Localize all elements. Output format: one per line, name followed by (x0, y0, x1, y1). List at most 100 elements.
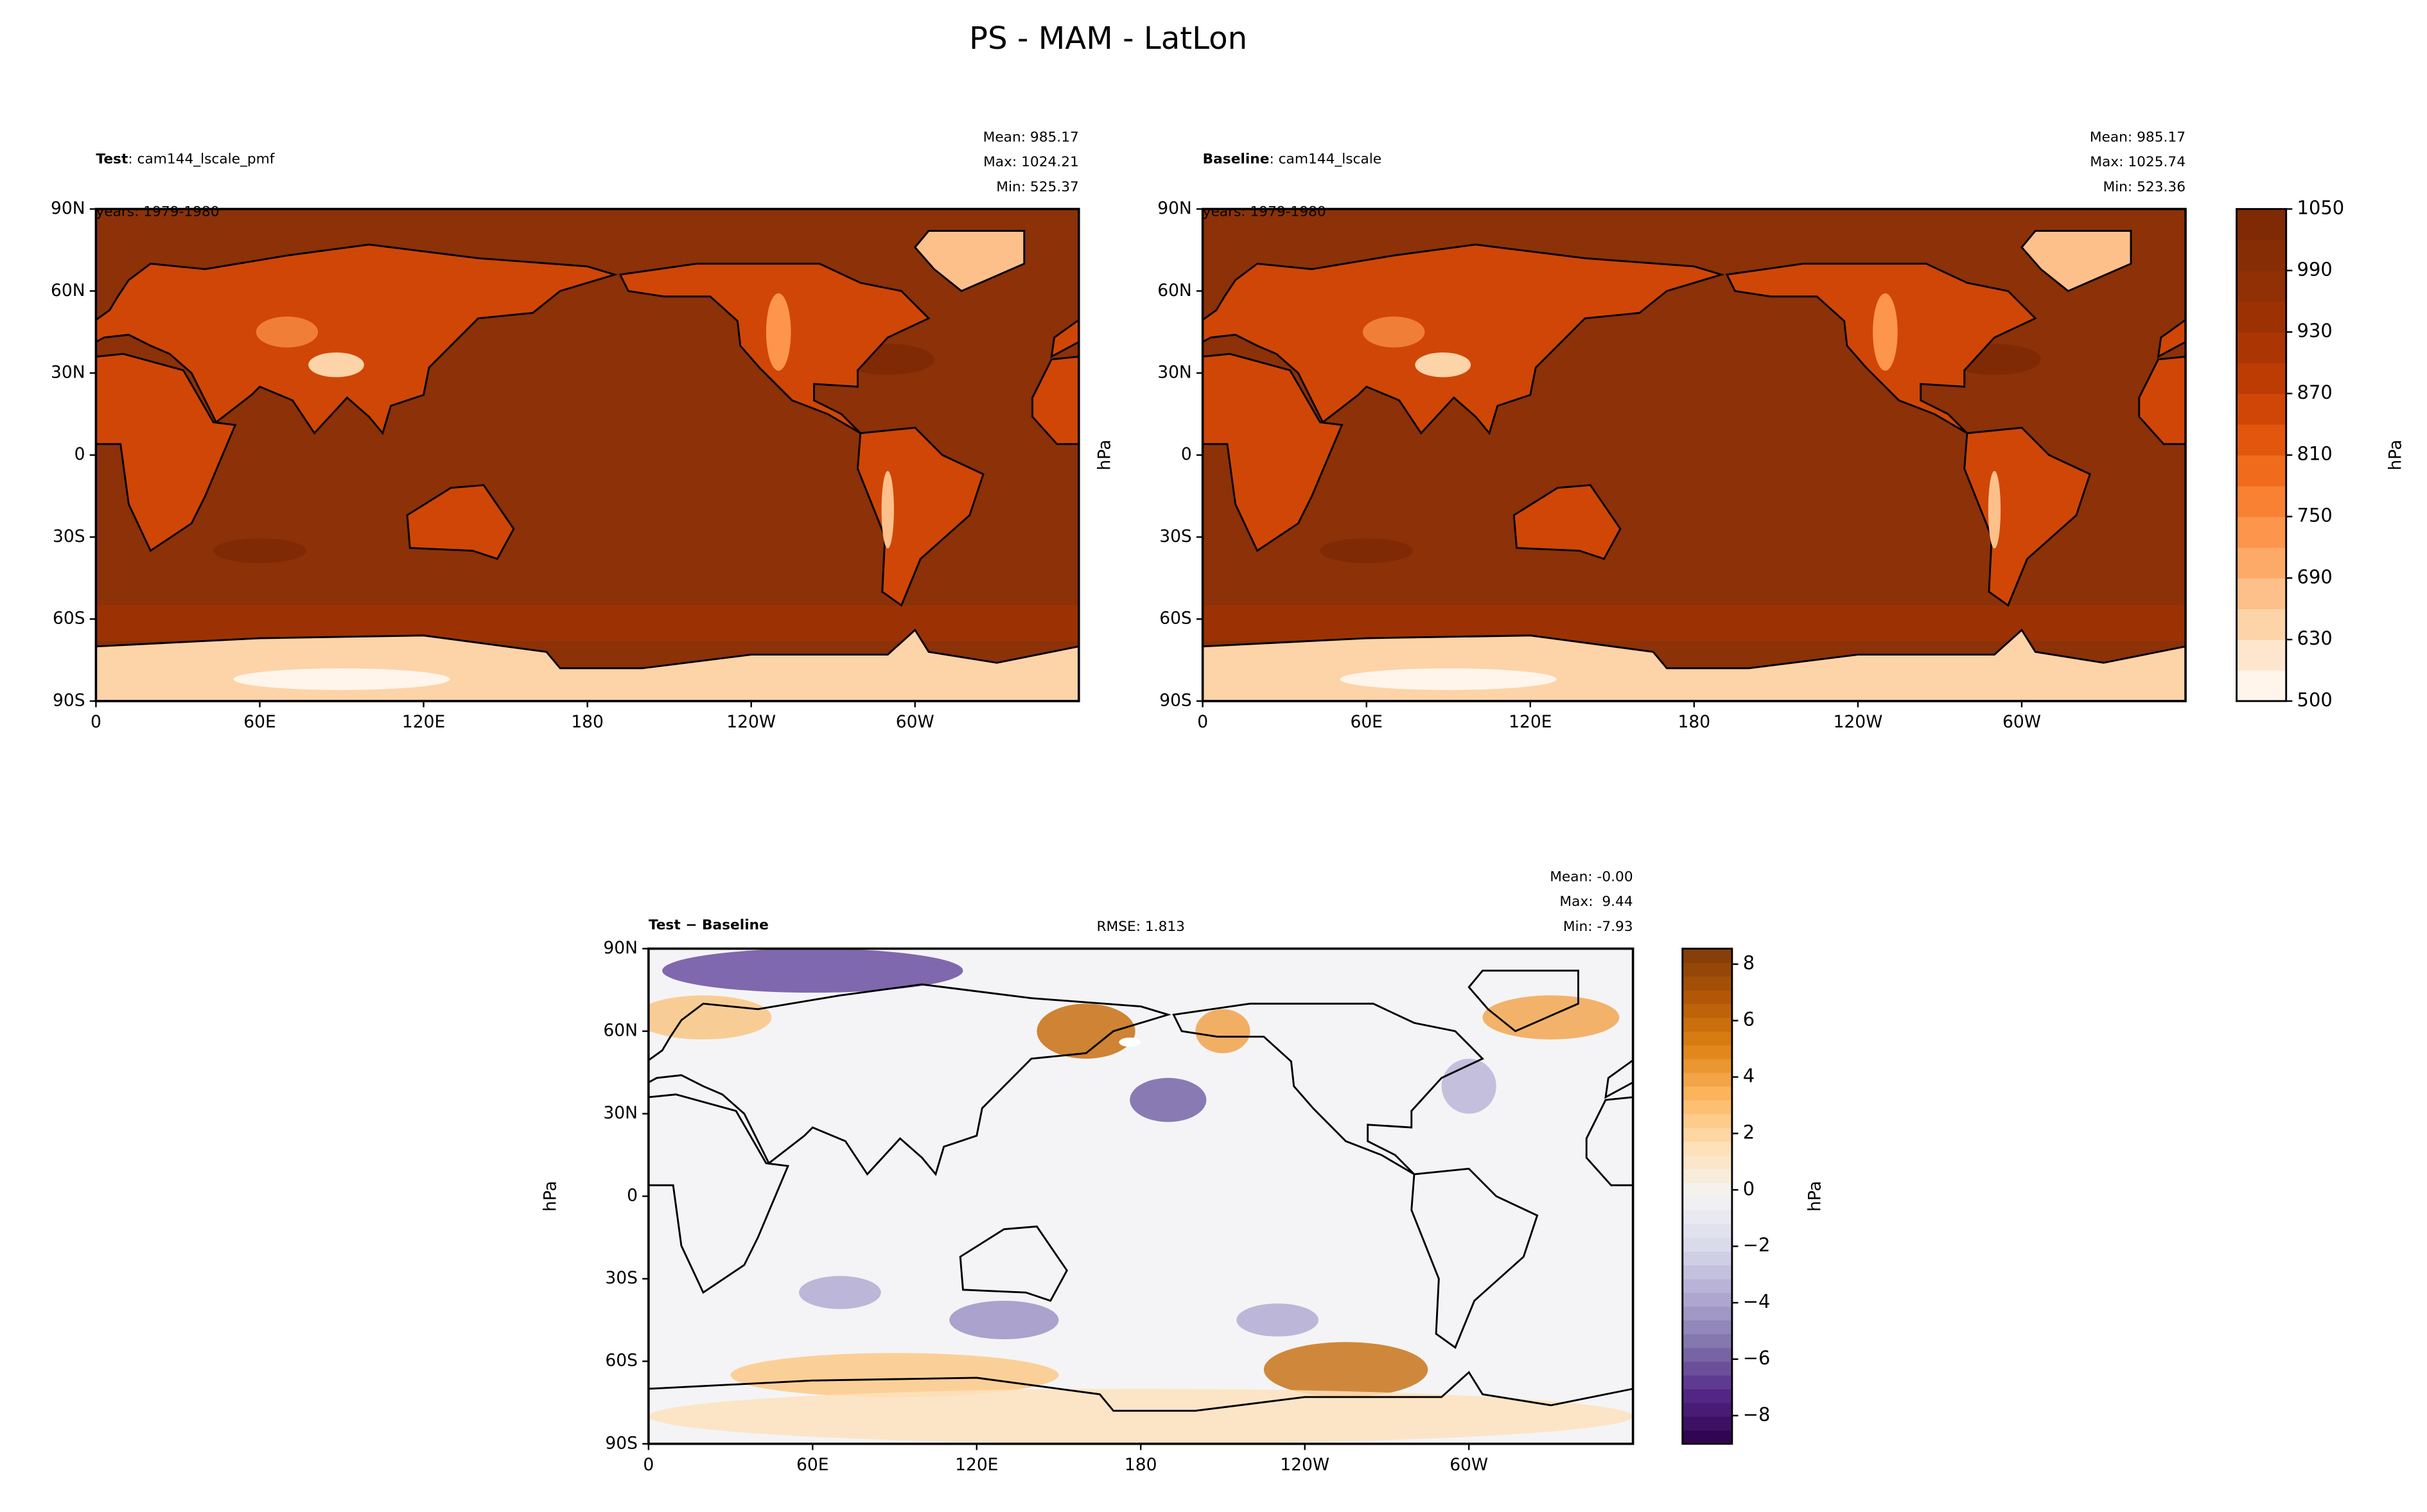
colorbar-band (1682, 1182, 1732, 1197)
y-tick-label: 90N (603, 938, 638, 958)
panel-years: years: 1979-1980 (1203, 204, 1326, 220)
ocean-low (1320, 538, 1413, 564)
colorbar-tick-label: 930 (2297, 320, 2333, 342)
y-tick-label: 30S (53, 526, 85, 546)
panel-label-name: Test − Baseline (649, 917, 769, 933)
coastline (2157, 318, 2186, 359)
stat: Mean: -0.00 (1550, 869, 1633, 885)
colorbar-band (2236, 424, 2286, 456)
coastline (2396, 1169, 2427, 1347)
colorbar-label: hPa (2385, 440, 2405, 471)
colorbar-band (1682, 1196, 1732, 1211)
colorbar-band (1682, 1224, 1732, 1238)
rockies (766, 293, 791, 371)
colorbar-band (1682, 1389, 1732, 1403)
x-tick-label: 120W (726, 712, 776, 732)
colorbar-band (1682, 962, 1732, 977)
panel-case: : cam144_lscale (1269, 151, 1381, 167)
colorbar-tick-label: 8 (1743, 952, 1755, 974)
x-tick-label: 180 (1678, 712, 1711, 732)
colorbar-tick-label: 630 (2297, 627, 2333, 649)
coastline (1945, 1226, 2051, 1301)
field-contour (1195, 1009, 1250, 1054)
coastline (648, 983, 1171, 1176)
colorbar-tick-label: 4 (1743, 1065, 1755, 1087)
colorbar-tick-label: 870 (2297, 381, 2333, 403)
coastline (1031, 356, 1079, 446)
colorbar-tick-label: 810 (2297, 443, 2333, 465)
colorbar-band (1682, 1100, 1732, 1115)
rmse: RMSE: 1.813 (1096, 919, 1185, 935)
panel-label: Baseline: cam144_lscale (1203, 151, 1381, 167)
x-tick-label: 60W (1450, 1455, 1488, 1475)
plateau (1363, 317, 1425, 348)
y-tick-label: 60S (605, 1351, 638, 1371)
colorbar-band (1682, 1045, 1732, 1059)
colorbar-tick-label: 750 (2297, 505, 2333, 526)
field-contour (662, 948, 963, 993)
colorbar-band (1682, 1361, 1732, 1376)
x-tick-label: 120W (1280, 1455, 1329, 1475)
y-tick-label: 60N (51, 281, 85, 300)
colorbar-band (1682, 1251, 1732, 1266)
x-tick-label: 60W (2002, 712, 2041, 732)
colorbar-band (1682, 1265, 1732, 1280)
colorbar-band (1682, 1072, 1732, 1087)
coastline (2138, 356, 2186, 446)
y-tick-label: 30N (603, 1103, 638, 1123)
colorbar-tick-label: 2 (1743, 1121, 1755, 1143)
x-tick-label: 180 (1125, 1455, 1157, 1475)
field-contour (1441, 1058, 1496, 1114)
colorbar-band (2236, 363, 2286, 394)
y-tick-label: 90S (53, 690, 85, 710)
coastline (959, 1225, 1068, 1302)
map-area (96, 209, 1079, 701)
colorbar-tick-label: −6 (1743, 1347, 1771, 1369)
colorbar-band (2236, 578, 2286, 609)
stat: Min: 525.37 (996, 179, 1079, 195)
y-axis-label: hPa (1094, 440, 1114, 471)
stat: Mean: 985.17 (2090, 130, 2186, 146)
coastline (1050, 318, 1079, 359)
field-contour (648, 995, 772, 1039)
x-tick-label: 120W (1833, 712, 1882, 732)
andes (881, 471, 894, 549)
colorbar-band (1682, 1017, 1732, 1032)
colorbar-band (1682, 1113, 1732, 1128)
colorbar-band (2236, 270, 2286, 302)
field-contour (1236, 1303, 1319, 1337)
coastline (1410, 1167, 1539, 1350)
y-tick-label: 60S (1159, 609, 1192, 629)
field-contour (799, 1276, 881, 1309)
coastline (96, 243, 618, 435)
colorbar-tick-label: −4 (1743, 1290, 1771, 1312)
y-tick-label: 90S (605, 1433, 638, 1453)
colorbar-band (2236, 485, 2286, 517)
colorbar-band (1682, 1141, 1732, 1156)
colorbar-tick-label: 1050 (2297, 197, 2345, 219)
colorbar-tick-label: −2 (1743, 1234, 1771, 1256)
field-contour (1263, 1342, 1428, 1397)
field-contour (1037, 1004, 1135, 1059)
colorbar-band (1682, 1127, 1732, 1142)
colorbar-tick-label: 0 (1743, 1177, 1755, 1199)
panel-years: years: 1979-1980 (96, 204, 219, 220)
colorbar-band (1682, 1058, 1732, 1073)
southern-band (1202, 605, 2186, 641)
coastline (96, 352, 237, 552)
colorbar-band (1682, 1086, 1732, 1100)
colorbar-band (1682, 1416, 1732, 1431)
colorbar-band (2236, 239, 2286, 272)
coastline (2158, 1004, 2427, 1174)
figure-title: PS - MAM - LatLon (969, 21, 1247, 56)
colorbar-band (2236, 639, 2286, 671)
y-tick-label: 0 (74, 444, 85, 464)
x-tick-label: 120E (955, 1455, 998, 1475)
y-tick-label: 0 (1181, 444, 1192, 464)
panel-label-name: Test (96, 151, 128, 167)
x-tick-label: 0 (91, 712, 101, 732)
colorbar-band (1682, 1237, 1732, 1252)
x-tick-label: 60E (796, 1455, 828, 1475)
